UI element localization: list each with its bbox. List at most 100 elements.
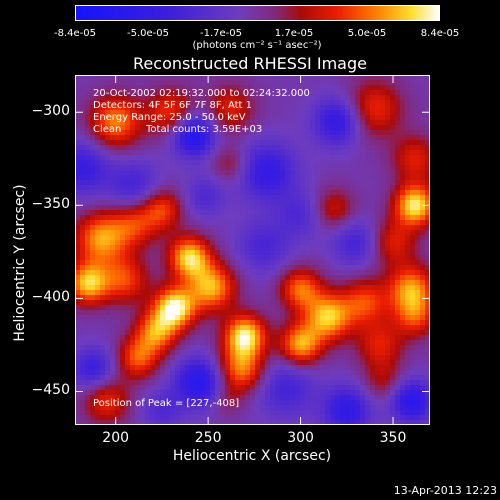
heatmap-cell [240,95,246,101]
heatmap-cell [395,225,401,231]
heatmap-cell [280,140,286,146]
heatmap-cell [120,260,126,266]
heatmap-cell [410,255,416,261]
heatmap-cell [420,225,426,231]
heatmap-cell [195,310,201,316]
heatmap-cell [265,235,271,241]
heatmap-cell [130,170,136,176]
heatmap-cell [365,140,371,146]
heatmap-cell [295,190,301,196]
heatmap-cell [395,175,401,181]
heatmap-cell [375,330,381,336]
heatmap-cell [185,305,191,311]
heatmap-cell [225,385,231,391]
heatmap-cell [175,80,181,86]
heatmap-cell [310,100,316,106]
heatmap-cell [425,305,430,311]
heatmap-cell [390,185,396,191]
heatmap-cell [420,345,426,351]
heatmap-cell [220,365,226,371]
heatmap-cell [235,205,241,211]
heatmap-cell [240,395,246,401]
heatmap-cell [400,345,406,351]
heatmap-cell [305,280,311,286]
heatmap-cell [405,75,411,81]
heatmap-cell [110,270,116,276]
heatmap-cell [185,365,191,371]
heatmap-cell [305,100,311,106]
heatmap-cell [285,400,291,406]
heatmap-cell [215,355,221,361]
heatmap-cell [75,320,81,326]
heatmap-cell [130,135,136,141]
heatmap-cell [320,325,326,331]
heatmap-cell [420,340,426,346]
heatmap-cell [400,270,406,276]
heatmap-cell [280,325,286,331]
heatmap-cell [240,350,246,356]
heatmap-cell [140,305,146,311]
heatmap-cell [115,290,121,296]
heatmap-cell [175,140,181,146]
heatmap-cell [195,285,201,291]
heatmap-cell [250,270,256,276]
heatmap-cell [425,85,430,91]
heatmap-cell [80,210,86,216]
heatmap-cell [215,340,221,346]
heatmap-cell [120,90,126,96]
heatmap-cell [260,185,266,191]
heatmap-cell [260,395,266,401]
heatmap-cell [320,210,326,216]
heatmap-cell [210,420,216,425]
heatmap-cell [425,370,430,376]
heatmap-cell [320,375,326,381]
heatmap-cell [165,285,171,291]
heatmap-cell [120,370,126,376]
heatmap-cell [300,395,306,401]
heatmap-cell [395,295,401,301]
heatmap-cell [115,220,121,226]
heatmap-cell [80,235,86,241]
heatmap-cell [285,145,291,151]
heatmap-cell [300,325,306,331]
heatmap-cell [210,110,216,116]
heatmap-cell [135,225,141,231]
heatmap-cell [405,335,411,341]
heatmap-cell [365,395,371,401]
heatmap-cell [170,415,176,421]
heatmap-cell [365,260,371,266]
heatmap-cell [100,265,106,271]
heatmap-cell [85,90,91,96]
heatmap-cell [165,240,171,246]
heatmap-cell [260,170,266,176]
heatmap-cell [380,240,386,246]
heatmap-cell [185,295,191,301]
heatmap-cell [200,235,206,241]
heatmap-cell [130,205,136,211]
heatmap-cell [240,170,246,176]
heatmap-cell [160,320,166,326]
heatmap-cell [210,370,216,376]
heatmap-cell [280,250,286,256]
heatmap-cell [320,340,326,346]
heatmap-cell [155,245,161,251]
heatmap-cell [190,325,196,331]
heatmap-cell [130,280,136,286]
heatmap-cell [170,360,176,366]
heatmap-cell [75,310,81,316]
heatmap-cell [250,265,256,271]
heatmap-cell [300,85,306,91]
heatmap-cell [275,395,281,401]
heatmap-cell [160,375,166,381]
heatmap-cell [425,150,430,156]
heatmap-cell [120,180,126,186]
heatmap-cell [285,345,291,351]
heatmap-cell [420,375,426,381]
heatmap-cell [425,255,430,261]
heatmap-cell [105,405,111,411]
heatmap-cell [285,115,291,121]
heatmap-cell [90,160,96,166]
heatmap-cell [375,105,381,111]
heatmap-cell [75,185,81,191]
heatmap-cell [265,230,271,236]
